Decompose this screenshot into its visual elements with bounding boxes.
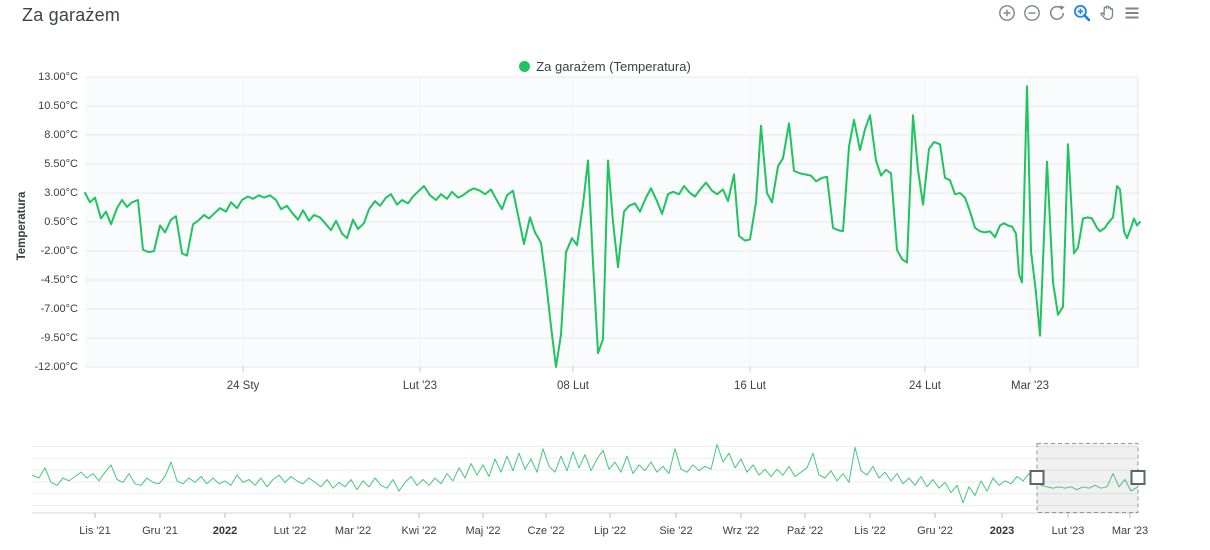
navigator-axis-label: Gru '22: [917, 525, 953, 537]
zoom-selection-icon[interactable]: [1072, 3, 1092, 23]
x-axis-label: 16 Lut: [734, 380, 766, 392]
navigator-axis-label: Wrz '22: [722, 525, 760, 537]
navigator-axis-label: 2023: [989, 525, 1015, 537]
y-axis-label: -2.00°C: [40, 245, 78, 257]
page-title: Za garażem: [22, 5, 121, 25]
navigator-axis-label: Paź '22: [786, 525, 824, 537]
reset-zoom-icon[interactable]: [1047, 3, 1067, 23]
menu-icon[interactable]: [1122, 3, 1142, 23]
y-axis-label: 8.00°C: [44, 129, 78, 141]
x-axis-label: 24 Sty: [226, 380, 260, 392]
navigator-axis-label: Lis '21: [79, 525, 111, 537]
navigator-axis-label: Sie '22: [659, 525, 693, 537]
navigator-selection[interactable]: [1036, 443, 1139, 513]
y-axis-label: 13.00°C: [38, 71, 78, 83]
pan-hand-icon[interactable]: [1097, 3, 1117, 23]
navigator-axis-label: Maj '22: [465, 525, 501, 537]
navigator-track[interactable]: [32, 443, 1138, 513]
navigator-axis-label: Lut '23: [1051, 525, 1085, 537]
legend-item[interactable]: Za garażem (Temperatura): [519, 59, 691, 74]
x-axis-label: 24 Lut: [909, 380, 941, 392]
navigator-axis-label: Gru '21: [142, 525, 178, 537]
main-chart-plot-area[interactable]: [85, 77, 1138, 367]
y-axis-label: 3.00°C: [44, 187, 78, 199]
x-axis-label: Mar '23: [1011, 380, 1049, 392]
legend-label: Za garażem (Temperatura): [536, 59, 691, 74]
y-axis-label: -12.00°C: [34, 361, 78, 373]
x-axis-label: Lut '23: [402, 380, 438, 392]
navigator-axis-label: Lip '22: [593, 525, 627, 537]
navigator-axis-label: Lut '22: [273, 525, 307, 537]
legend-marker-icon: [519, 61, 531, 72]
navigator-axis-label: Mar '22: [334, 525, 372, 537]
y-axis-label: -7.00°C: [40, 303, 78, 315]
x-axis-label: 08 Lut: [557, 380, 589, 392]
navigator-axis-label: Cze '22: [527, 525, 565, 537]
navigator-handle-left[interactable]: [1029, 470, 1045, 485]
chart-toolbar: [997, 3, 1142, 23]
legend: Za garażem (Temperatura): [0, 59, 1210, 77]
navigator-axis-label: 2022: [212, 525, 238, 537]
y-axis-label: 10.50°C: [38, 100, 78, 112]
zoom-out-icon[interactable]: [1022, 3, 1042, 23]
zoom-in-icon[interactable]: [997, 3, 1017, 23]
navigator-axis-label: Mar '23: [1111, 525, 1149, 537]
y-axis-label: 5.50°C: [44, 158, 78, 170]
navigator-handle-right[interactable]: [1130, 470, 1146, 485]
y-axis-label: 0.50°C: [44, 216, 78, 228]
navigator-axis-label: Lis '22: [854, 525, 886, 537]
y-axis-label: -4.50°C: [40, 274, 78, 286]
navigator-axis-label: Kwi '22: [401, 525, 437, 537]
y-axis-label: -9.50°C: [40, 332, 78, 344]
